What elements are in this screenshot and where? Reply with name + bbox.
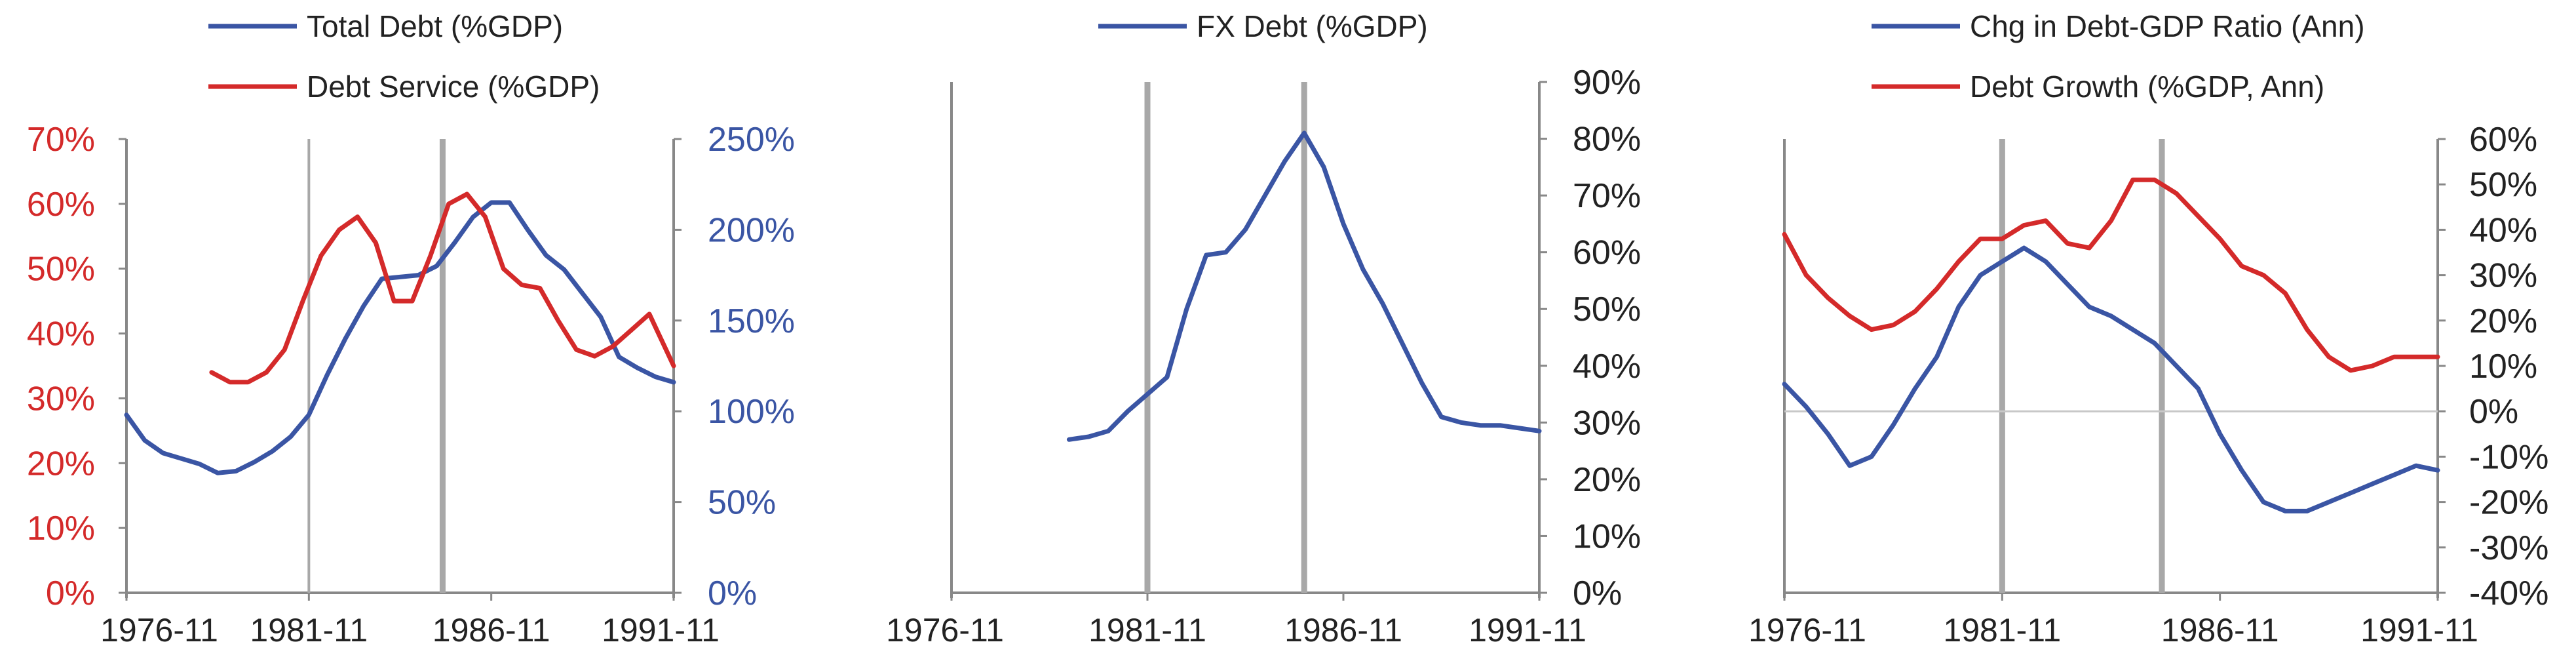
left-tick-label: 20% <box>27 445 95 483</box>
legend-label: Chg in Debt-GDP Ratio (Ann) <box>1970 9 2365 43</box>
x-tick-label: 1986-11 <box>433 612 550 649</box>
right-tick-label: 30% <box>2469 257 2537 295</box>
right-tick-label: -10% <box>2469 438 2548 476</box>
right-tick-label: 0% <box>2469 393 2518 431</box>
right-tick-label: 60% <box>2469 121 2537 159</box>
right-tick-label: 30% <box>1573 404 1641 442</box>
x-tick-label: 1991-11 <box>2360 612 2478 649</box>
left-tick-label: 40% <box>27 315 95 353</box>
legend-label: Debt Service (%GDP) <box>307 70 600 104</box>
left-tick-label: 60% <box>27 186 95 224</box>
left-tick-label: 30% <box>27 380 95 418</box>
x-tick-label: 1981-11 <box>1088 612 1206 649</box>
series-line <box>1782 177 2440 373</box>
left-tick-label: 10% <box>27 510 95 548</box>
right-tick-label: 20% <box>2469 302 2537 340</box>
right-tick-label: 50% <box>2469 166 2537 204</box>
right-tick-label: 10% <box>1573 517 1641 555</box>
series-line <box>209 191 676 385</box>
x-tick-label: 1981-11 <box>1943 612 2061 649</box>
right-tick-label: -30% <box>2469 529 2548 567</box>
right-tick-label: 200% <box>708 211 795 249</box>
x-tick-label: 1976-11 <box>1748 612 1866 649</box>
right-tick-label: 40% <box>2469 211 2537 249</box>
right-tick-label: 150% <box>708 302 795 340</box>
series-line <box>124 200 676 475</box>
right-tick-label: -40% <box>2469 574 2548 612</box>
legend-label: Total Debt (%GDP) <box>307 9 563 43</box>
right-tick-label: 40% <box>1573 348 1641 386</box>
legend-label: Debt Growth (%GDP, Ann) <box>1970 70 2324 104</box>
chart-1: Total Debt (%GDP) Debt Service (%GDP) 0% 50… <box>27 9 795 649</box>
left-tick-label: 50% <box>27 250 95 289</box>
left-tick-label: 70% <box>27 121 95 159</box>
x-tick-label: 1986-11 <box>1284 612 1402 649</box>
right-tick-label: 0% <box>708 574 757 612</box>
x-tick-label: 1991-11 <box>1469 612 1586 649</box>
right-tick-label: 0% <box>1573 574 1622 612</box>
chart-3: Chg in Debt-GDP Ratio (Ann) Debt Growth (… <box>1748 9 2548 649</box>
series-line <box>1782 245 2440 513</box>
right-tick-label: 50% <box>1573 290 1641 329</box>
chart-2: FX Debt (%GDP) 0% 10% 20% 30% 40% 50% 60% 70% 80%… <box>886 9 1641 649</box>
legend-label: FX Debt (%GDP) <box>1197 9 1428 43</box>
right-tick-label: 50% <box>708 484 776 522</box>
right-tick-label: 80% <box>1573 121 1641 159</box>
right-tick-label: 10% <box>2469 348 2537 386</box>
x-tick-label: 1981-11 <box>250 612 368 649</box>
x-tick-label: 1991-11 <box>602 612 720 649</box>
right-tick-label: 100% <box>708 393 795 431</box>
right-tick-label: 60% <box>1573 234 1641 272</box>
x-tick-label: 1986-11 <box>2161 612 2279 649</box>
right-tick-label: 20% <box>1573 461 1641 499</box>
right-tick-label: 90% <box>1573 64 1641 102</box>
right-tick-label: 70% <box>1573 177 1641 215</box>
right-tick-label: 250% <box>708 121 795 159</box>
right-tick-label: -20% <box>2469 484 2548 522</box>
x-tick-label: 1976-11 <box>886 612 1004 649</box>
x-tick-label: 1976-11 <box>100 612 218 649</box>
left-tick-label: 0% <box>46 574 95 612</box>
series-line <box>1066 130 1542 442</box>
